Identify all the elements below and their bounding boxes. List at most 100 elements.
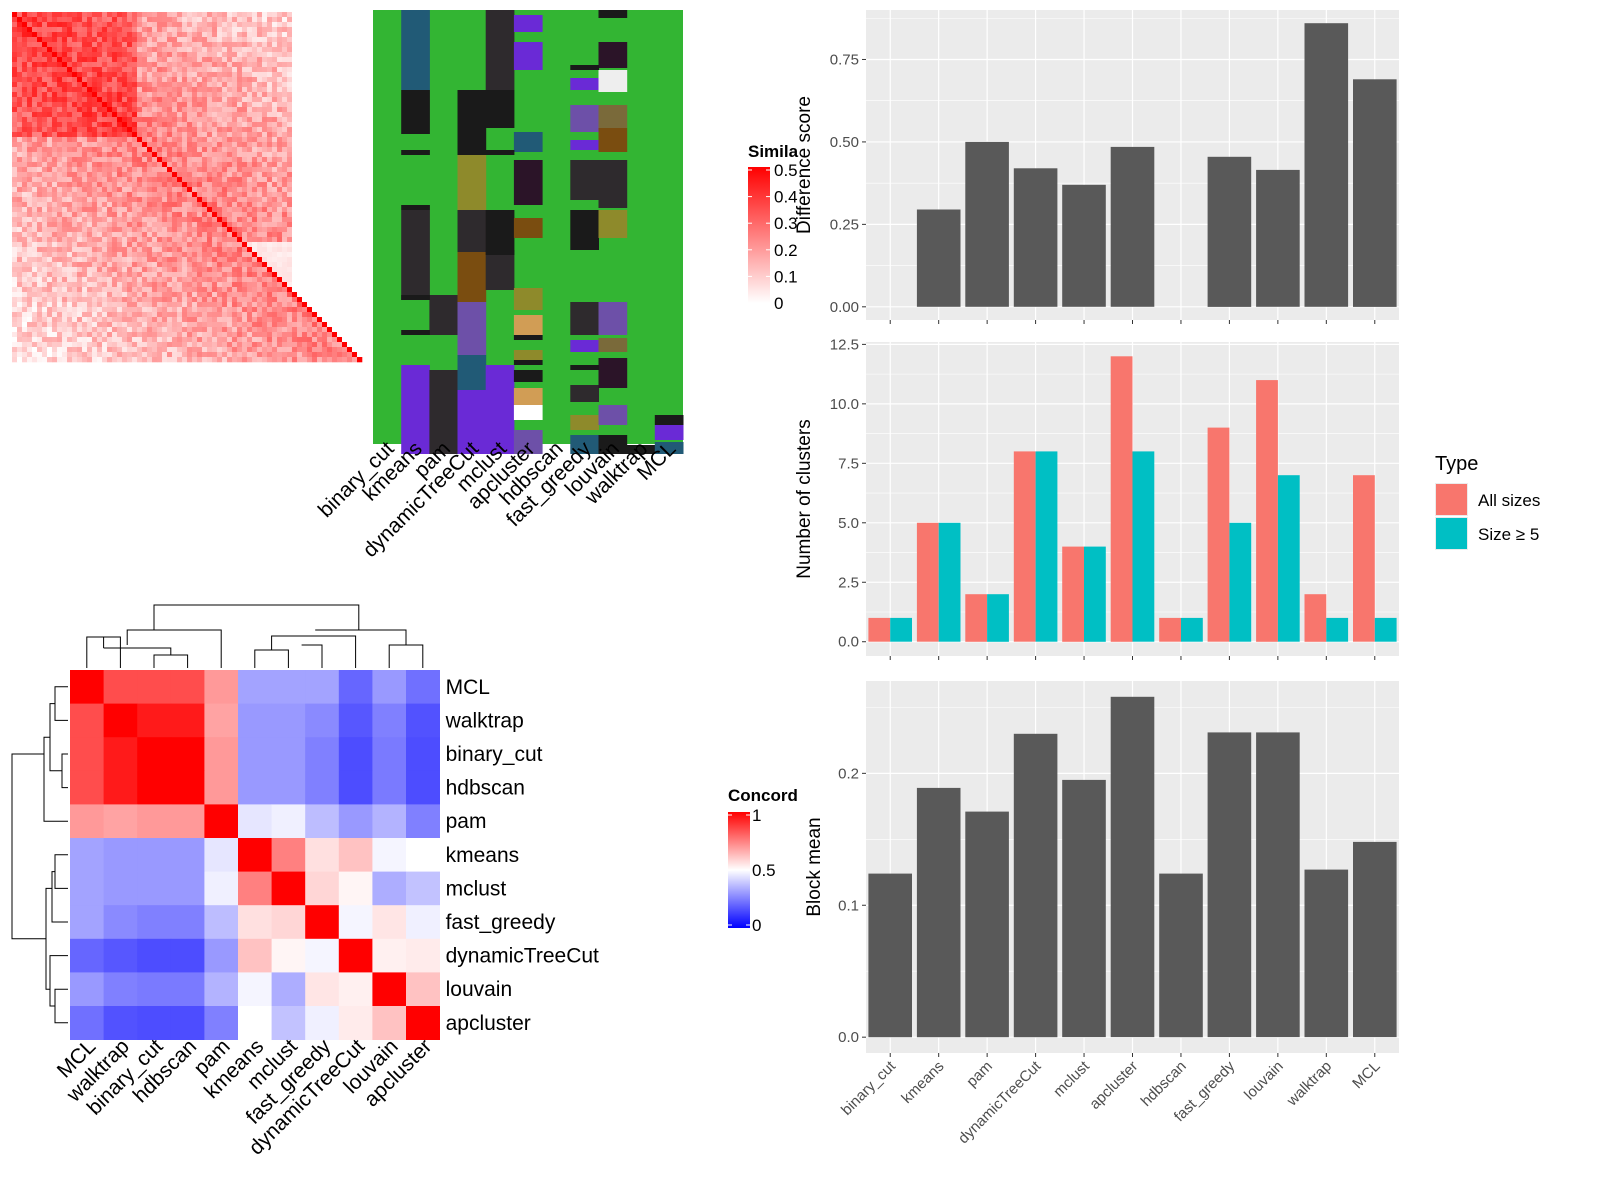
similarity-cell [272,277,278,283]
similarity-cell [62,232,68,238]
similarity-cell [67,147,73,153]
similarity-cell [287,272,293,278]
similarity-cell [172,137,178,143]
similarity-cell [97,312,103,318]
similarity-cell [72,22,78,28]
similarity-cell [342,262,348,268]
similarity-cell [57,302,63,308]
similarity-cell [67,12,73,18]
similarity-cell [182,162,188,168]
similarity-cell [77,337,83,343]
similarity-cell [252,352,258,358]
similarity-cell [162,267,168,273]
similarity-cell [212,272,218,278]
similarity-cell [67,32,73,38]
similarity-cell [67,312,73,318]
similarity-cell [142,82,148,88]
similarity-cell [277,132,283,138]
similarity-cell [122,327,128,333]
similarity-cell [237,322,243,328]
similarity-cell [272,232,278,238]
similarity-cell [32,17,38,23]
similarity-cell [87,72,93,78]
similarity-cell [52,187,58,193]
similarity-cell [337,332,343,338]
similarity-cell [247,157,253,163]
similarity-cell [287,222,293,228]
similarity-cell [162,262,168,268]
similarity-cell [222,62,228,68]
similarity-cell [57,87,63,93]
similarity-cell [12,207,18,213]
similarity-cell [82,62,88,68]
similarity-cell [67,27,73,33]
similarity-cell [317,317,323,323]
similarity-cell [247,277,253,283]
similarity-cell [222,237,228,243]
similarity-cell [327,52,333,58]
similarity-cell [332,72,338,78]
similarity-cell [237,207,243,213]
similarity-cell [307,202,313,208]
similarity-cell [32,272,38,278]
similarity-cell [177,252,183,258]
similarity-cell [57,262,63,268]
similarity-cell [22,252,28,258]
similarity-cell [337,217,343,223]
cluster-block [513,218,543,238]
similarity-cell [292,302,298,308]
similarity-cell [307,57,313,63]
similarity-cell [227,332,233,338]
similarity-cell [277,322,283,328]
similarity-cell [197,157,203,163]
similarity-cell [152,162,158,168]
similarity-cell [37,317,43,323]
similarity-cell [257,82,263,88]
similarity-cell [207,262,213,268]
similarity-cell [172,152,178,158]
similarity-cell [242,47,248,53]
similarity-cell [42,137,48,143]
similarity-cell [27,22,33,28]
similarity-cell [322,82,328,88]
similarity-cell [32,227,38,233]
similarity-cell [47,252,53,258]
similarity-cell [167,352,173,358]
similarity-cell [77,302,83,308]
similarity-cell [322,307,328,313]
similarity-cell [322,357,328,363]
similarity-cell [332,177,338,183]
similarity-cell [17,352,23,358]
similarity-cell [32,327,38,333]
similarity-cell [157,342,163,348]
similarity-cell [277,42,283,48]
similarity-cell [47,302,53,308]
similarity-cell [57,287,63,293]
similarity-cell [97,102,103,108]
similarity-cell [17,247,23,253]
similarity-cell [62,247,68,253]
similarity-cell [272,82,278,88]
similarity-cell [237,127,243,133]
similarity-cell [232,257,238,263]
similarity-cell [62,127,68,133]
similarity-cell [342,347,348,353]
similarity-cell [342,127,348,133]
similarity-cell [197,177,203,183]
similarity-cell [307,107,313,113]
similarity-cell [202,262,208,268]
similarity-cell [182,332,188,338]
similarity-heatmap [12,12,363,363]
similarity-cell [277,92,283,98]
similarity-cell [132,192,138,198]
similarity-cell [32,262,38,268]
similarity-cell [172,112,178,118]
similarity-cell [187,27,193,33]
similarity-cell [62,357,68,363]
similarity-cell [57,27,63,33]
similarity-cell [182,257,188,263]
similarity-cell [357,122,363,128]
similarity-cell [182,47,188,53]
similarity-cell [202,107,208,113]
similarity-cell [137,167,143,173]
